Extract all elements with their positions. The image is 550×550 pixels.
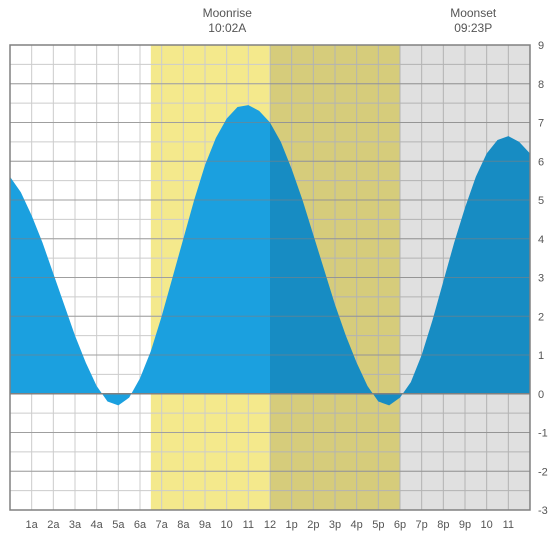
x-tick-label: 2p	[307, 519, 319, 531]
y-tick-label: 2	[538, 311, 544, 323]
y-tick-label: 8	[538, 79, 544, 91]
y-tick-label: 9	[538, 40, 544, 52]
x-tick-label: 1a	[26, 519, 39, 531]
x-tick-label: 6a	[134, 519, 147, 531]
x-tick-label: 7p	[416, 519, 428, 531]
y-tick-label: -2	[538, 466, 548, 478]
x-tick-label: 7a	[156, 519, 169, 531]
y-tick-label: 4	[538, 234, 544, 246]
moonrise-label: Moonrise	[187, 6, 267, 21]
x-tick-label: 4p	[351, 519, 363, 531]
x-tick-label: 10	[481, 519, 493, 531]
moonset-label: Moonset	[433, 6, 513, 21]
x-tick-label: 3p	[329, 519, 341, 531]
chart-svg: 1a2a3a4a5a6a7a8a9a1011121p2p3p4p5p6p7p8p…	[0, 0, 550, 550]
x-tick-label: 8a	[177, 519, 190, 531]
x-tick-label: 3a	[69, 519, 82, 531]
x-tick-label: 12	[264, 519, 276, 531]
x-tick-label: 10	[221, 519, 233, 531]
y-tick-label: 6	[538, 156, 544, 168]
x-tick-label: 9a	[199, 519, 212, 531]
y-tick-label: 7	[538, 118, 544, 130]
y-tick-label: 0	[538, 389, 544, 401]
x-tick-label: 2a	[47, 519, 60, 531]
y-tick-label: 3	[538, 273, 544, 285]
moonset-time: 09:23P	[433, 21, 513, 36]
x-tick-label: 5p	[372, 519, 384, 531]
x-tick-label: 6p	[394, 519, 406, 531]
moonrise-time: 10:02A	[187, 21, 267, 36]
y-tick-label: -1	[538, 428, 548, 440]
moonset-annotation: Moonset 09:23P	[433, 6, 513, 36]
x-tick-label: 11	[503, 519, 514, 531]
y-tick-label: 5	[538, 195, 544, 207]
x-tick-label: 1p	[286, 519, 298, 531]
x-tick-label: 8p	[437, 519, 449, 531]
x-tick-label: 11	[243, 519, 254, 531]
x-tick-label: 4a	[91, 519, 104, 531]
x-tick-label: 5a	[112, 519, 125, 531]
tide-chart: 1a2a3a4a5a6a7a8a9a1011121p2p3p4p5p6p7p8p…	[0, 0, 550, 550]
y-tick-label: -3	[538, 505, 548, 517]
x-tick-label: 9p	[459, 519, 471, 531]
y-tick-label: 1	[538, 350, 544, 362]
moonrise-annotation: Moonrise 10:02A	[187, 6, 267, 36]
